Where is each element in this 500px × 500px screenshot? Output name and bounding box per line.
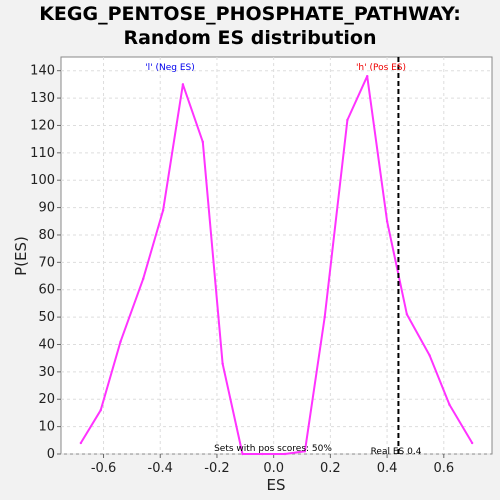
data-point [428, 354, 431, 357]
data-point [470, 441, 474, 445]
data-point [241, 452, 244, 456]
data-point [119, 340, 122, 343]
data-point [323, 315, 326, 319]
data-point [161, 209, 165, 212]
y-tick-label: 100 [30, 173, 55, 188]
y-tick-label: 50 [38, 310, 55, 325]
data-point [405, 313, 409, 316]
y-tick-label: 130 [30, 91, 55, 106]
data-point [385, 220, 389, 223]
data-point [261, 452, 264, 456]
axes [57, 70, 445, 458]
pos-es-label: 'h' (Pos ES) [356, 63, 406, 73]
data-point [303, 450, 307, 453]
data-point [201, 140, 204, 144]
y-axis-label: P(ES) [12, 236, 30, 276]
x-tick-label: 0.0 [263, 461, 284, 476]
grid-lines [61, 57, 492, 455]
annotations: 'l' (Neg ES) 'h' (Pos ES) Sets with pos sc… [145, 57, 422, 457]
x-tick-label: 0.4 [377, 461, 398, 476]
y-tick-label: 40 [38, 337, 55, 352]
y-tick-label: 120 [30, 118, 55, 133]
plot-background [60, 56, 493, 455]
data-point [448, 403, 451, 406]
y-tick-label: 10 [38, 420, 55, 435]
real-es-label: Real ES 0.4 [371, 447, 422, 457]
y-tick-label: 80 [38, 228, 55, 243]
pos-scores-label: Sets with pos scores: 50% [214, 444, 332, 454]
data-point [346, 118, 349, 122]
x-axis-label: ES [267, 476, 286, 494]
x-tick-label: -0.6 [91, 461, 116, 476]
y-tick-label: 30 [38, 365, 55, 380]
neg-es-label: 'l' (Neg ES) [145, 63, 195, 73]
data-point [221, 362, 224, 365]
y-tick-label: 60 [38, 283, 55, 298]
y-tick-label: 0 [47, 447, 55, 462]
x-tick-label: 0.6 [433, 461, 454, 476]
x-tick-label: -0.2 [204, 461, 229, 476]
y-tick-label: 90 [38, 201, 55, 216]
data-point [283, 452, 287, 456]
title-line-2: Random ES distribution [123, 27, 377, 49]
data-point [366, 74, 369, 78]
x-tick-label: -0.4 [148, 461, 173, 476]
chart-title: KEGG_PENTOSE_PHOSPHATE_PATHWAY: Random E… [0, 2, 500, 50]
data-point [79, 441, 83, 445]
data-point [99, 408, 102, 412]
tick-labels: 0 10 20 30 40 50 60 70 80 90 100 110 120 130 140 -0.6 -0… [30, 64, 454, 476]
data-point [181, 83, 185, 86]
y-tick-label: 110 [30, 146, 55, 161]
y-tick-label: 70 [38, 255, 55, 270]
y-tick-label: 20 [38, 392, 55, 407]
series-line [79, 75, 474, 455]
series-layer [79, 74, 474, 456]
y-tick-label: 140 [30, 64, 55, 79]
title-line-1: KEGG_PENTOSE_PHOSPHATE_PATHWAY: [39, 3, 461, 25]
data-point [142, 277, 145, 280]
x-tick-label: 0.2 [320, 461, 341, 476]
